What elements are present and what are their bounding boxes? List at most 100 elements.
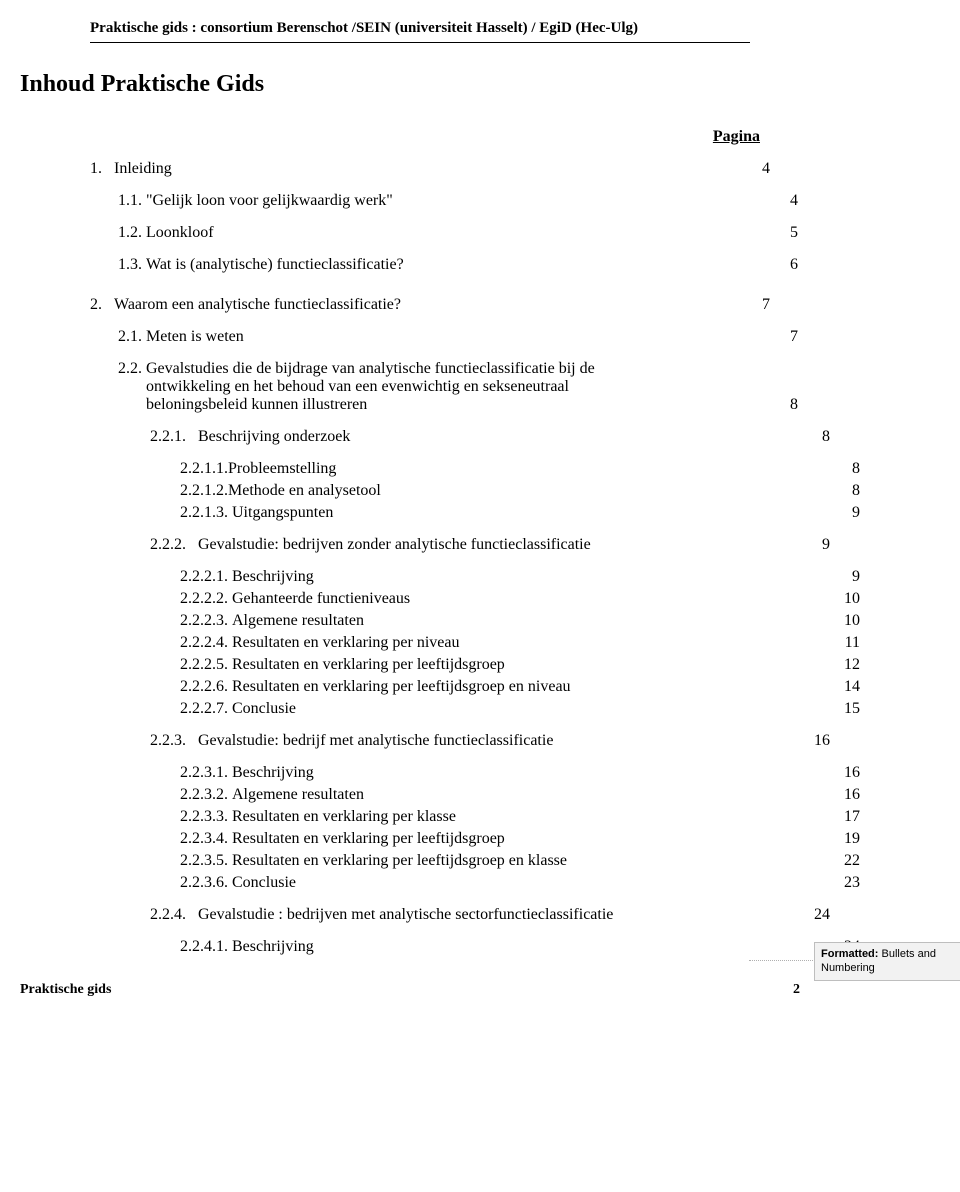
toc-page: 8 <box>832 482 860 500</box>
toc-number: 2.2.3. <box>150 732 198 750</box>
toc-number: 2.2.4.1. <box>180 938 232 956</box>
toc-text: Inleiding <box>114 160 172 178</box>
toc-number: 2.2.2.6. <box>180 678 232 696</box>
toc-page: 4 <box>770 192 798 210</box>
toc-number: 2.2. <box>118 360 146 414</box>
toc-text: Resultaten en verklaring per leeftijdsgr… <box>232 678 571 696</box>
toc-row: 2. Waarom een analytische functieclassif… <box>90 296 770 314</box>
toc-number: 2.2.3.5. <box>180 852 232 870</box>
toc-text: Wat is (analytische) functieclassificati… <box>146 256 404 274</box>
toc-number: 2.2.4. <box>150 906 198 924</box>
toc-number: 2.2.3.4. <box>180 830 232 848</box>
toc-number: 2.2.2.1. <box>180 568 232 586</box>
footer-page-number: 2 <box>793 982 800 998</box>
pagina-heading: Pagina <box>90 128 760 146</box>
document-page: Praktische gids : consortium Berenschot … <box>0 0 960 1018</box>
toc-text: Gevalstudies die de bijdrage van analyti… <box>146 360 666 414</box>
toc-row: 2.2.3.1. Beschrijving 16 <box>90 764 860 782</box>
toc-text: Gevalstudie : bedrijven met analytische … <box>198 906 613 924</box>
toc-page: 8 <box>832 460 860 478</box>
toc-text: Resultaten en verklaring per leeftijdsgr… <box>232 852 567 870</box>
toc-text: Beschrijving <box>232 568 314 586</box>
toc-row: 2.2.1.3. Uitgangspunten 9 <box>90 504 860 522</box>
toc-page: 7 <box>770 328 798 346</box>
toc-row: 2.2.2.6. Resultaten en verklaring per le… <box>90 678 860 696</box>
toc-row: 1. Inleiding 4 <box>90 160 770 178</box>
toc-row: 2.2.3.5. Resultaten en verklaring per le… <box>90 852 860 870</box>
toc-number: 2.2.3.3. <box>180 808 232 826</box>
toc-page: 9 <box>802 536 830 554</box>
toc-text: Probleemstelling <box>228 460 336 478</box>
toc-text: Conclusie <box>232 700 296 718</box>
page-footer: Praktische gids 2 <box>20 982 800 998</box>
toc-row: 2.2.2.3. Algemene resultaten 10 <box>90 612 860 630</box>
page-title: Inhoud Praktische Gids <box>20 71 870 98</box>
track-change-comment: Formatted: Bullets and Numbering <box>814 942 960 981</box>
toc-row: 2.2.1.2. Methode en analysetool 8 <box>90 482 860 500</box>
toc-page: 14 <box>824 678 860 696</box>
toc-page: 16 <box>824 764 860 782</box>
toc-row: 2.2.3.3. Resultaten en verklaring per kl… <box>90 808 860 826</box>
toc-row: 1.1. " Gelijk loon voor gelijkwaardig we… <box>90 192 798 210</box>
toc-row: 2.2.1. Beschrijving onderzoek 8 <box>90 428 830 446</box>
toc-page: 4 <box>742 160 770 178</box>
toc-page: 5 <box>770 224 798 242</box>
toc-row: 2.2.2.1. Beschrijving 9 <box>90 568 860 586</box>
toc-row: 2.2.4. Gevalstudie : bedrijven met analy… <box>90 906 830 924</box>
toc-text: Algemene resultaten <box>232 612 364 630</box>
toc-page: 22 <box>824 852 860 870</box>
toc-number: 2.2.1.1. <box>180 460 228 478</box>
toc-page: 9 <box>832 504 860 522</box>
toc-row: 2.2.2.4. Resultaten en verklaring per ni… <box>90 634 860 652</box>
toc-page: 8 <box>770 396 798 414</box>
toc-number: 2.2.3.6. <box>180 874 232 892</box>
toc-number: 2. <box>90 296 114 314</box>
toc-text: Waarom een analytische functieclassifica… <box>114 296 401 314</box>
toc-page: 10 <box>824 590 860 608</box>
toc-text: Gehanteerde functieniveaus <box>232 590 410 608</box>
toc-page: 12 <box>824 656 860 674</box>
toc-page: 9 <box>832 568 860 586</box>
toc-text: Conclusie <box>232 874 296 892</box>
toc-text: Gevalstudie: bedrijven zonder analytisch… <box>198 536 591 554</box>
toc-number: 2.2.2.5. <box>180 656 232 674</box>
toc-number: 1.1. " <box>118 192 153 210</box>
comment-label: Formatted: <box>821 948 878 960</box>
toc-number: 2.2.1.3. <box>180 504 232 522</box>
toc-text: Uitgangspunten <box>232 504 333 522</box>
toc-row: 2.2.3.2. Algemene resultaten 16 <box>90 786 860 804</box>
toc-text: Gelijk loon voor gelijkwaardig werk" <box>153 192 393 210</box>
toc-text: Meten is weten <box>146 328 244 346</box>
toc-text: Resultaten en verklaring per leeftijdsgr… <box>232 656 505 674</box>
toc-row: 2.2.3.4. Resultaten en verklaring per le… <box>90 830 860 848</box>
toc-text: Gevalstudie: bedrijf met analytische fun… <box>198 732 553 750</box>
toc-text: Resultaten en verklaring per klasse <box>232 808 456 826</box>
toc-number: 1.2. <box>118 224 146 242</box>
toc-number: 1.3. <box>118 256 146 274</box>
toc-text: Resultaten en verklaring per leeftijdsgr… <box>232 830 505 848</box>
toc-row: 2.2.3. Gevalstudie: bedrijf met analytis… <box>90 732 830 750</box>
toc-row: 2.2. Gevalstudies die de bijdrage van an… <box>90 360 798 414</box>
toc-row: 2.2.4.1. Beschrijving 24 <box>90 938 860 956</box>
toc-text: Beschrijving <box>232 764 314 782</box>
toc-text: Methode en analysetool <box>228 482 381 500</box>
toc-row: 1.3. Wat is (analytische) functieclassif… <box>90 256 798 274</box>
toc-page: 24 <box>794 906 830 924</box>
toc-number: 2.2.1.2. <box>180 482 228 500</box>
toc-number: 2.2.2.3. <box>180 612 232 630</box>
toc-row: 2.2.2. Gevalstudie: bedrijven zonder ana… <box>90 536 830 554</box>
toc-number: 2.2.2.4. <box>180 634 232 652</box>
toc-page: 7 <box>742 296 770 314</box>
toc-row: 2.2.3.6. Conclusie 23 <box>90 874 860 892</box>
toc-page: 16 <box>824 786 860 804</box>
toc-page: 23 <box>824 874 860 892</box>
toc-page: 17 <box>824 808 860 826</box>
footer-left: Praktische gids <box>20 982 111 998</box>
toc-page: 15 <box>824 700 860 718</box>
toc-text: Loonkloof <box>146 224 214 242</box>
toc-number: 2.2.2.7. <box>180 700 232 718</box>
toc-page: 16 <box>794 732 830 750</box>
toc-text: Algemene resultaten <box>232 786 364 804</box>
toc-text: Resultaten en verklaring per niveau <box>232 634 459 652</box>
toc-number: 2.2.2.2. <box>180 590 232 608</box>
